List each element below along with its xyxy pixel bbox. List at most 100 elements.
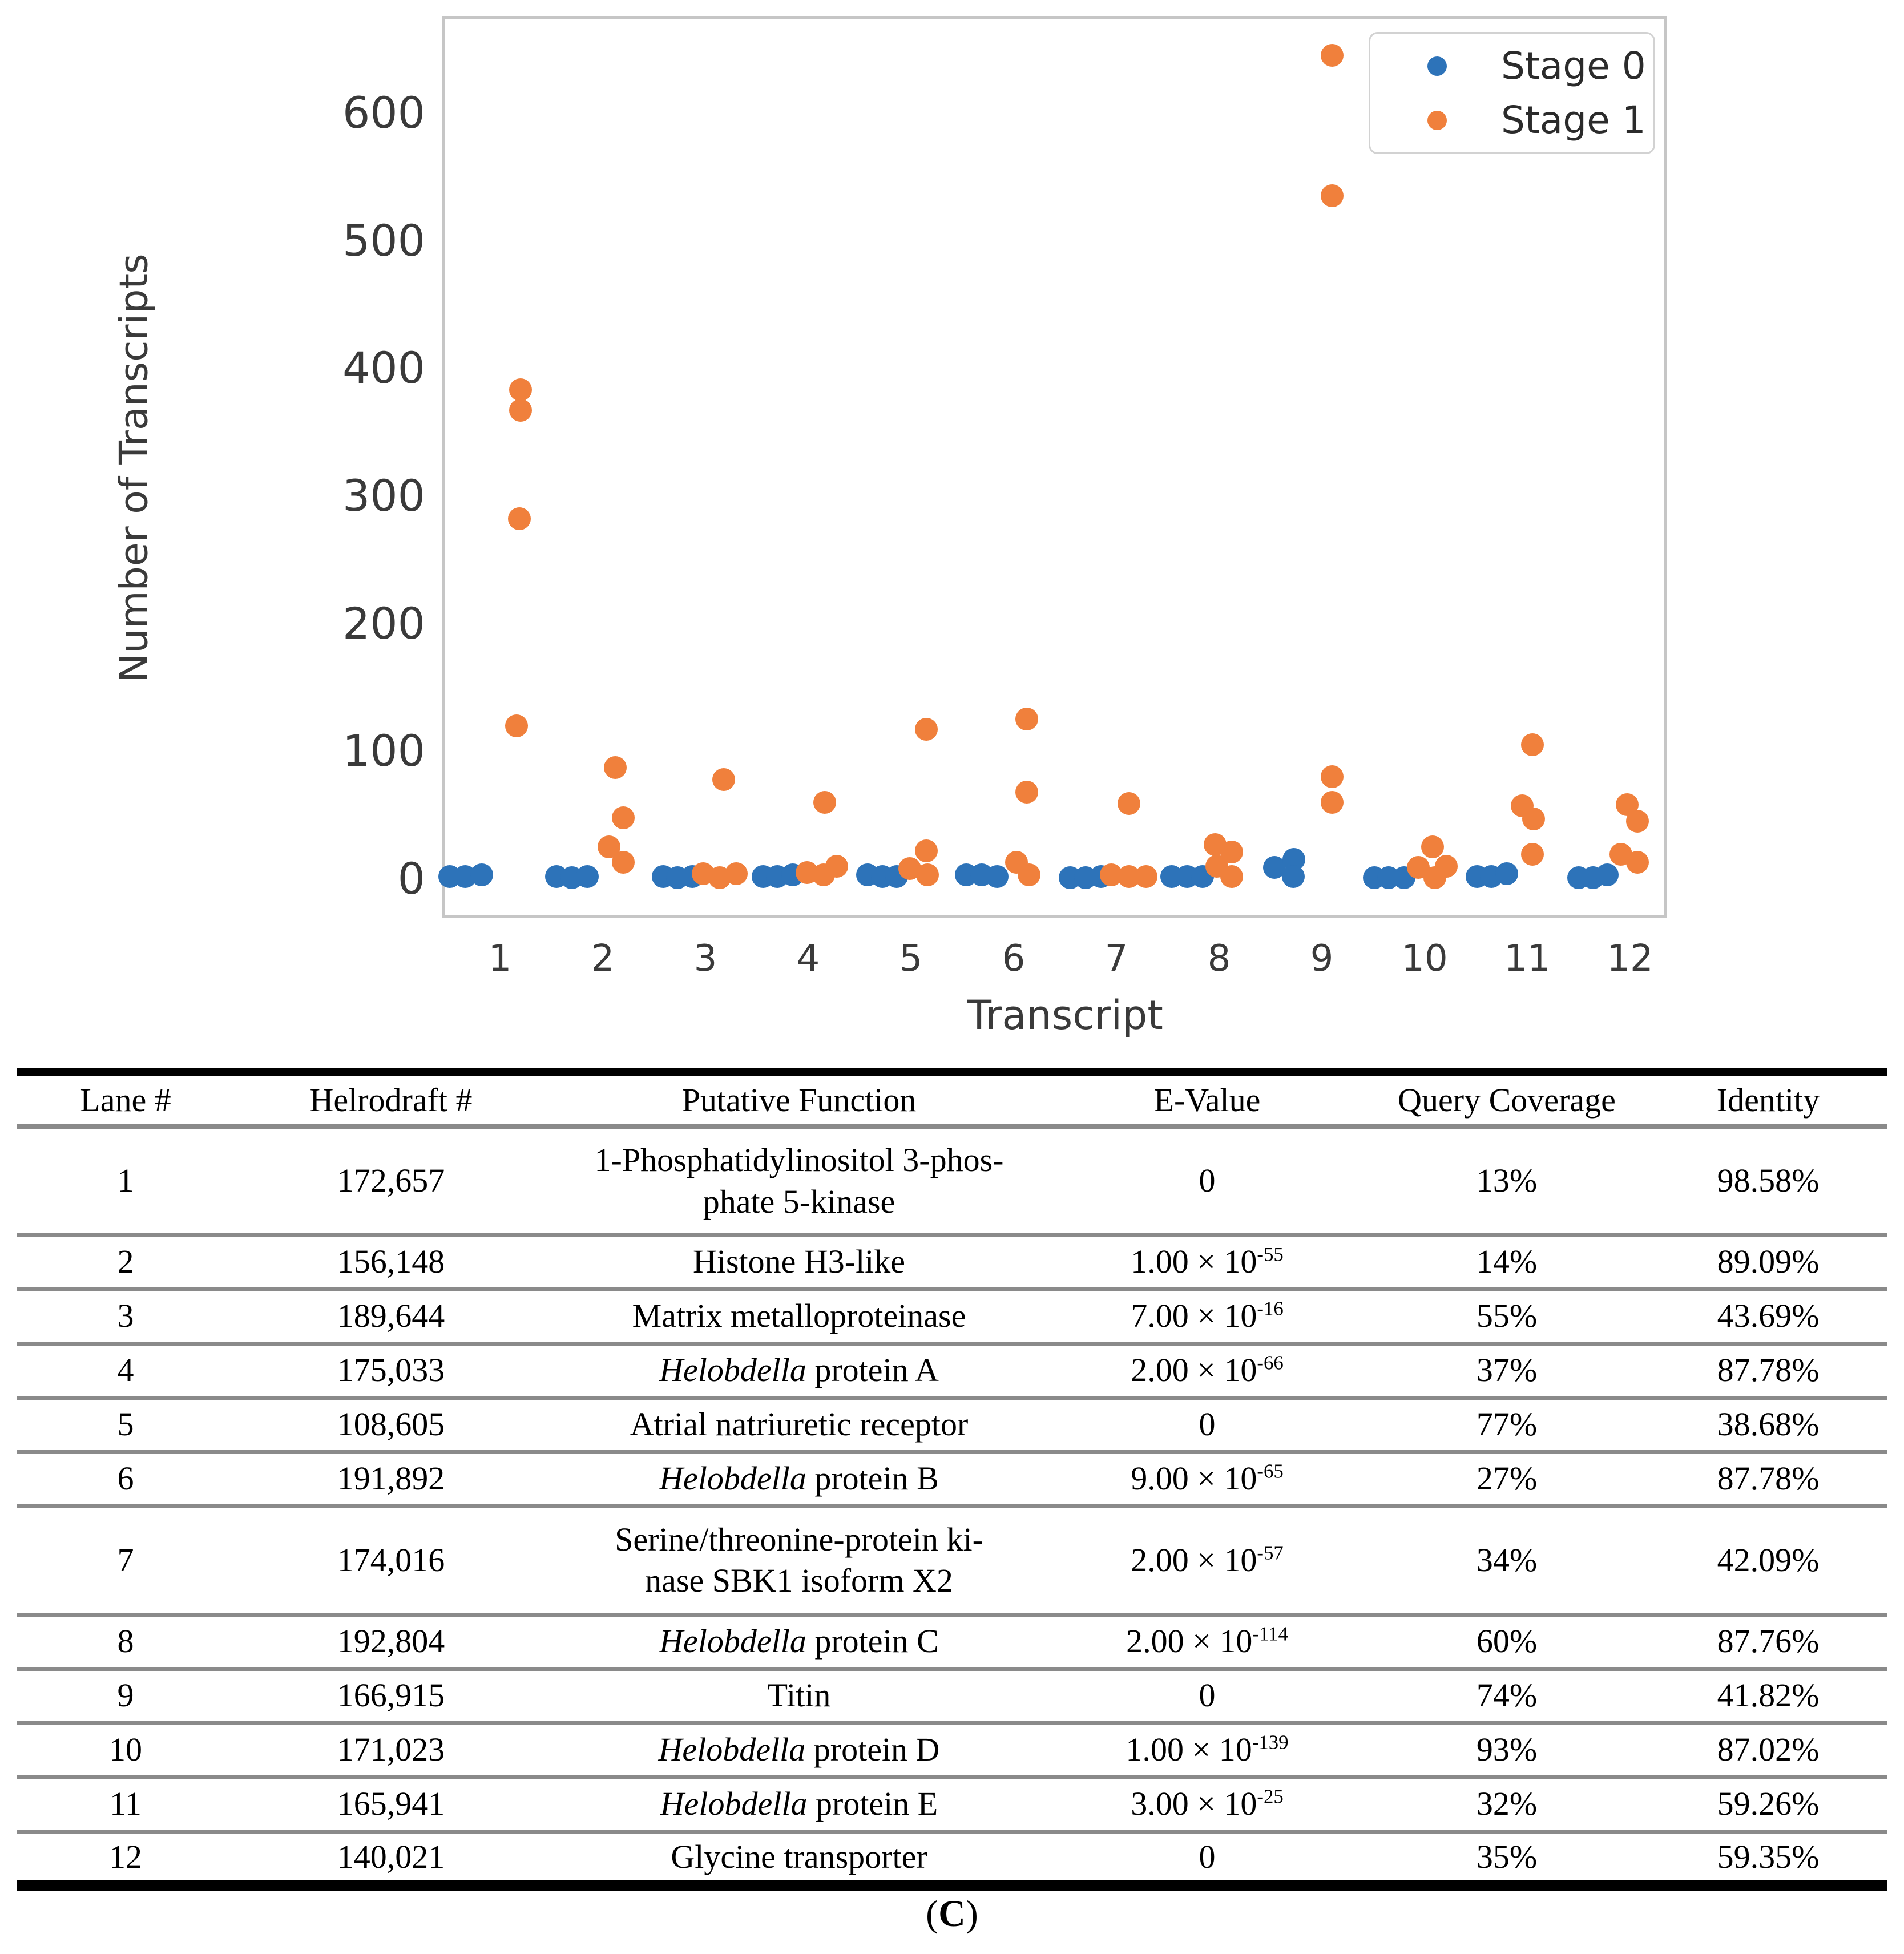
cell-evalue: 9.00 × 10-65 bbox=[1050, 1452, 1364, 1506]
data-point-stage-1 bbox=[1015, 708, 1039, 731]
x-tick-label: 7 bbox=[1104, 938, 1128, 980]
cell-query-coverage: 74% bbox=[1476, 1677, 1538, 1714]
cell-query-coverage: 14% bbox=[1476, 1243, 1538, 1281]
cell-putative-function: Glycine transporter bbox=[548, 1831, 1050, 1886]
cell-lane-number: 1 bbox=[117, 1162, 134, 1200]
x-tick-label: 9 bbox=[1310, 938, 1334, 980]
cell-identity: 42.09% bbox=[1717, 1541, 1820, 1578]
legend-entry-stage0: Stage 0 bbox=[1427, 44, 1653, 88]
cell-identity: 59.26% bbox=[1717, 1785, 1820, 1823]
data-point-stage-1 bbox=[603, 756, 627, 780]
cell-putative-function: Helobdella protein A bbox=[548, 1343, 1050, 1398]
data-point-stage-1 bbox=[1421, 835, 1445, 859]
y-axis-label: Number of Transcripts bbox=[111, 253, 157, 683]
data-point-stage-1 bbox=[813, 790, 836, 814]
cell-putative-function: 1-Phosphatidylinositol 3-phos- phate 5-k… bbox=[548, 1127, 1050, 1235]
table-row: 7 174,016 Serine/threonine-protein ki- n… bbox=[17, 1506, 1887, 1614]
evalue-exponent: -55 bbox=[1257, 1243, 1284, 1266]
evalue-base: 1.00 × 10 bbox=[1126, 1731, 1252, 1769]
data-point-stage-0 bbox=[576, 865, 599, 888]
function-text: Matrix metalloproteinase bbox=[632, 1297, 966, 1335]
data-point-stage-0 bbox=[1596, 863, 1619, 887]
table-row: 6 191,892 Helobdella protein B 9.00 × 10… bbox=[17, 1452, 1887, 1506]
cell-putative-function: Serine/threonine-protein ki- nase SBK1 i… bbox=[548, 1506, 1050, 1614]
cell-lane-number: 4 bbox=[117, 1351, 134, 1389]
cell-lane-number: 11 bbox=[110, 1785, 142, 1823]
cell-evalue: 1.00 × 10-139 bbox=[1050, 1723, 1364, 1777]
cell-query-coverage: 93% bbox=[1476, 1731, 1538, 1769]
evalue-base: 3.00 × 10 bbox=[1131, 1785, 1257, 1823]
genus-name: Helobdella bbox=[658, 1731, 806, 1769]
cell-evalue: 3.00 × 10-25 bbox=[1050, 1777, 1364, 1831]
genus-name: Helobdella bbox=[659, 1351, 806, 1389]
function-text: Serine/threonine-protein ki- nase SBK1 i… bbox=[615, 1520, 983, 1600]
cell-helrodraft-number: 171,023 bbox=[337, 1731, 445, 1769]
figure-caption: (C) bbox=[0, 1892, 1904, 1936]
cell-evalue: 0 bbox=[1050, 1398, 1364, 1452]
cell-evalue: 0 bbox=[1050, 1127, 1364, 1235]
genus-name: Helobdella bbox=[660, 1785, 808, 1823]
evalue-exponent: -139 bbox=[1252, 1731, 1289, 1754]
evalue-base: 0 bbox=[1199, 1677, 1216, 1714]
table-row: 3 189,644 Matrix metalloproteinase 7.00 … bbox=[17, 1289, 1887, 1343]
cell-lane-number: 6 bbox=[117, 1460, 134, 1497]
cell-helrodraft-number: 191,892 bbox=[337, 1460, 445, 1497]
evalue-base: 0 bbox=[1199, 1406, 1216, 1443]
cell-lane-number: 5 bbox=[117, 1406, 134, 1443]
cell-lane-number: 8 bbox=[117, 1622, 134, 1660]
y-tick-label: 300 bbox=[342, 470, 425, 521]
evalue-base: 2.00 × 10 bbox=[1126, 1622, 1253, 1660]
cell-lane-number: 9 bbox=[117, 1677, 134, 1714]
data-point-stage-1 bbox=[1321, 790, 1344, 814]
data-point-stage-0 bbox=[1495, 862, 1518, 886]
caption-open-paren: ( bbox=[926, 1893, 939, 1935]
data-point-stage-1 bbox=[508, 507, 531, 531]
cell-lane-number: 10 bbox=[109, 1731, 142, 1769]
col-header-evalue: E-Value bbox=[1153, 1081, 1261, 1119]
function-text: protein C bbox=[806, 1622, 939, 1660]
data-point-stage-1 bbox=[1321, 184, 1344, 208]
data-point-stage-1 bbox=[725, 862, 748, 886]
cell-query-coverage: 13% bbox=[1476, 1162, 1538, 1200]
table-row: 4 175,033 Helobdella protein A 2.00 × 10… bbox=[17, 1343, 1887, 1398]
cell-identity: 89.09% bbox=[1717, 1243, 1820, 1281]
legend-label-stage0: Stage 0 bbox=[1501, 44, 1646, 88]
function-text: protein E bbox=[807, 1785, 938, 1823]
table-row: 2 156,148 Histone H3-like 1.00 × 10-55 1… bbox=[17, 1235, 1887, 1289]
cell-helrodraft-number: 156,148 bbox=[337, 1243, 445, 1281]
scatter-plot-area bbox=[442, 16, 1667, 918]
cell-helrodraft-number: 140,021 bbox=[337, 1838, 445, 1875]
cell-query-coverage: 32% bbox=[1476, 1785, 1538, 1823]
cell-identity: 43.69% bbox=[1717, 1297, 1820, 1335]
evalue-exponent: -114 bbox=[1252, 1622, 1288, 1645]
col-header-putative-function: Putative Function bbox=[681, 1081, 917, 1119]
cell-putative-function: Helobdella protein E bbox=[548, 1777, 1050, 1831]
data-point-stage-1 bbox=[1117, 792, 1140, 815]
x-tick-label: 3 bbox=[693, 938, 717, 980]
legend-entry-stage1: Stage 1 bbox=[1427, 98, 1653, 142]
cell-putative-function: Helobdella protein C bbox=[548, 1614, 1050, 1669]
cell-query-coverage: 55% bbox=[1476, 1297, 1538, 1335]
cell-lane-number: 3 bbox=[117, 1297, 134, 1335]
cell-evalue: 2.00 × 10-114 bbox=[1050, 1614, 1364, 1669]
cell-helrodraft-number: 174,016 bbox=[337, 1541, 445, 1578]
data-point-stage-1 bbox=[712, 768, 736, 791]
function-text: protein B bbox=[806, 1460, 939, 1497]
table-row: 8 192,804 Helobdella protein C 2.00 × 10… bbox=[17, 1614, 1887, 1669]
data-point-stage-1 bbox=[1521, 733, 1544, 757]
cell-query-coverage: 60% bbox=[1476, 1622, 1538, 1660]
x-tick-label: 10 bbox=[1401, 938, 1448, 980]
cell-helrodraft-number: 175,033 bbox=[337, 1351, 445, 1389]
data-point-stage-1 bbox=[1625, 850, 1649, 874]
x-tick-label: 6 bbox=[1002, 938, 1026, 980]
cell-helrodraft-number: 172,657 bbox=[337, 1162, 445, 1200]
evalue-base: 0 bbox=[1199, 1838, 1216, 1875]
cell-helrodraft-number: 189,644 bbox=[337, 1297, 445, 1335]
x-tick-label: 12 bbox=[1607, 938, 1653, 980]
cell-identity: 41.82% bbox=[1717, 1677, 1820, 1714]
data-point-stage-1 bbox=[915, 718, 938, 741]
col-header-helrodraft: Helrodraft # bbox=[309, 1081, 473, 1119]
data-point-stage-1 bbox=[1135, 865, 1158, 888]
cell-identity: 38.68% bbox=[1717, 1406, 1820, 1443]
